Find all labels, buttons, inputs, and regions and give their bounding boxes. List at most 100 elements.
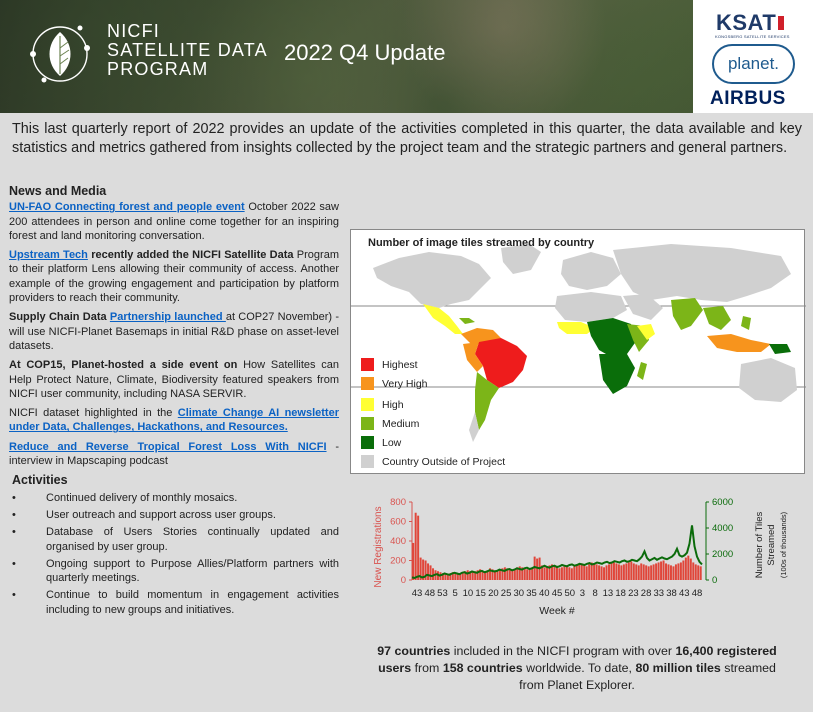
- registration-bar: [699, 566, 702, 580]
- registration-bar: [615, 563, 618, 580]
- registration-bar: [630, 561, 633, 580]
- legend-swatch: [361, 358, 374, 371]
- registration-bar: [553, 566, 556, 580]
- registration-bar: [595, 564, 598, 580]
- registration-bar: [677, 563, 680, 580]
- news-item-3-bold: Supply Chain Data: [9, 311, 110, 324]
- news-item-4-bold: At COP15, Planet-hosted a side event on: [9, 359, 238, 372]
- asia-shape: [613, 244, 791, 302]
- x-tick-label: 43: [412, 588, 423, 599]
- registrations-chart: 0 200 400 600 800 0 2000 4000 6000 43 48 53 5 10 15 20 2…: [350, 490, 805, 622]
- news-link-climate-ai[interactable]: Climate Change AI newsletter under Data,…: [9, 407, 339, 434]
- registration-bar: [481, 571, 484, 580]
- registration-bar: [476, 570, 479, 580]
- central-africa-shape: [587, 318, 637, 358]
- news-link-partnership[interactable]: Partnership launched: [109, 311, 226, 324]
- registration-bar: [555, 567, 558, 580]
- registration-bar: [568, 567, 571, 580]
- news-link-unfao[interactable]: UN-FAO Connecting forest and people even…: [9, 201, 245, 214]
- southern-africa-shape: [599, 354, 635, 394]
- registration-bar: [414, 512, 417, 580]
- ksat-logo-mark: [778, 16, 785, 30]
- registration-bar: [608, 564, 610, 580]
- horn-africa-shape: [637, 324, 655, 340]
- legend-item-high: High: [361, 398, 404, 411]
- news-item-1-text: October 2022 saw 200 attendees in person…: [9, 201, 339, 242]
- banner-shade: [0, 0, 693, 113]
- legend-label: High: [382, 398, 404, 411]
- x-tick-label: 15: [475, 588, 486, 599]
- registration-bar: [456, 574, 459, 580]
- registration-bar: [466, 570, 469, 580]
- x-tick-label: 20: [488, 588, 499, 599]
- legend-swatch: [361, 436, 374, 449]
- registration-bar: [503, 567, 506, 580]
- registration-bar: [506, 568, 509, 580]
- y-tick-label: 600: [390, 517, 406, 528]
- registration-bar: [560, 567, 563, 580]
- registration-bar: [518, 566, 521, 580]
- y2-tick-label: 4000: [712, 523, 733, 534]
- x-tick-label: 53: [437, 588, 448, 599]
- registration-bar: [635, 564, 638, 580]
- registration-bar: [432, 568, 435, 580]
- news-item-6: Reduce and Reverse Tropical Forest Loss …: [9, 440, 339, 469]
- registration-bar: [660, 561, 663, 580]
- x-tick-label: 43: [679, 588, 690, 599]
- intro-paragraph: This last quarterly report of 2022 provi…: [12, 121, 802, 156]
- left-column: News and Media UN-FAO Connecting forest …: [9, 184, 339, 620]
- registration-bar: [689, 558, 692, 580]
- registration-bar: [496, 571, 499, 580]
- bullet-icon: •: [12, 526, 16, 539]
- x-tick-label: 25: [501, 588, 512, 599]
- legend-item-highest: Highest: [361, 358, 418, 371]
- x-tick-label: 33: [654, 588, 665, 599]
- partner-logos: KSAT KONGSBERG SATELLITE SERVICES planet…: [693, 0, 813, 113]
- legend-label: Highest: [382, 358, 418, 371]
- registration-bar: [474, 571, 477, 580]
- stat-text-3: worldwide. To date,: [522, 661, 636, 675]
- program-name-line2: SATELLITE DATA: [107, 40, 268, 60]
- registration-bar: [412, 542, 415, 580]
- registration-bar: [627, 562, 630, 580]
- y2-tick-label: 6000: [712, 497, 733, 508]
- registration-bar: [657, 562, 660, 580]
- registration-bar: [672, 566, 675, 580]
- news-item-4-text: How Satellites can Help Protect Nature, …: [9, 359, 340, 400]
- update-title: 2022 Q4 Update: [284, 40, 446, 65]
- activities-title: Activities: [12, 473, 68, 488]
- y2-axis-label-line1: Number of Tiles: [754, 511, 765, 578]
- ksat-subtitle: KONGSBERG SATELLITE SERVICES: [715, 34, 790, 39]
- registration-bar: [441, 573, 444, 580]
- europe-shape: [561, 252, 621, 290]
- registration-bar: [491, 569, 494, 580]
- legend-item-medium: Medium: [361, 417, 419, 430]
- stat-text-4: streamed from Planet Explorer.: [519, 661, 776, 692]
- registration-bar: [684, 557, 687, 580]
- x-tick-label: 30: [514, 588, 525, 599]
- registration-bar: [513, 569, 516, 580]
- summary-stats: 97 countries included in the NICFI progr…: [367, 643, 787, 694]
- news-link-mapscaping[interactable]: Reduce and Reverse Tropical Forest Loss …: [9, 440, 327, 453]
- activity-text: User outreach and support across user gr…: [46, 508, 276, 521]
- program-name-line1: NICFI: [107, 21, 160, 41]
- registration-bar: [526, 569, 529, 580]
- registration-bar: [637, 565, 640, 580]
- north-africa-shape: [555, 292, 627, 322]
- brazil-shape: [475, 338, 527, 388]
- registration-bar: [679, 562, 682, 580]
- registration-bar: [570, 568, 573, 580]
- registration-bar: [605, 565, 608, 580]
- program-name: NICFI SATELLITE DATA PROGRAM: [107, 22, 268, 79]
- registration-bar: [484, 572, 487, 580]
- header-banner: NICFI SATELLITE DATA PROGRAM 2022 Q4 Upd…: [0, 0, 813, 113]
- registration-bar: [471, 572, 474, 580]
- x-tick-label: 40: [539, 588, 550, 599]
- x-tick-label: 48: [424, 588, 435, 599]
- registration-bar: [617, 564, 620, 580]
- list-item: • Ongoing support to Purpose Allies/Platf…: [9, 557, 339, 586]
- legend-label: Very High: [382, 377, 428, 390]
- registration-bar: [528, 568, 531, 580]
- news-link-upstream[interactable]: Upstream Tech: [9, 249, 88, 262]
- registration-bar: [459, 573, 462, 580]
